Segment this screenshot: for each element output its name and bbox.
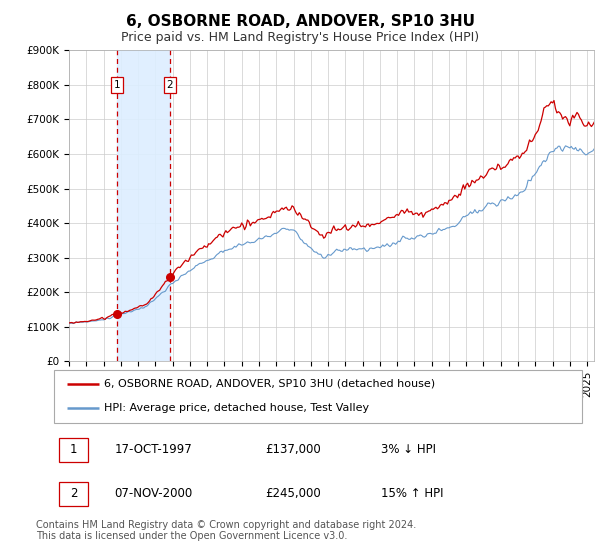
- Text: 6, OSBORNE ROAD, ANDOVER, SP10 3HU: 6, OSBORNE ROAD, ANDOVER, SP10 3HU: [125, 14, 475, 29]
- Text: £245,000: £245,000: [265, 487, 321, 500]
- Text: Price paid vs. HM Land Registry's House Price Index (HPI): Price paid vs. HM Land Registry's House …: [121, 31, 479, 44]
- Text: £137,000: £137,000: [265, 444, 321, 456]
- Bar: [59, 482, 88, 506]
- Text: 6, OSBORNE ROAD, ANDOVER, SP10 3HU (detached house): 6, OSBORNE ROAD, ANDOVER, SP10 3HU (deta…: [104, 379, 435, 389]
- Text: 15% ↑ HPI: 15% ↑ HPI: [382, 487, 444, 500]
- Text: 2: 2: [70, 487, 77, 500]
- Text: 17-OCT-1997: 17-OCT-1997: [115, 444, 193, 456]
- Text: 1: 1: [114, 80, 121, 90]
- Text: 3% ↓ HPI: 3% ↓ HPI: [382, 444, 436, 456]
- Bar: [59, 438, 88, 462]
- Text: HPI: Average price, detached house, Test Valley: HPI: Average price, detached house, Test…: [104, 403, 369, 413]
- Text: 07-NOV-2000: 07-NOV-2000: [115, 487, 193, 500]
- Text: Contains HM Land Registry data © Crown copyright and database right 2024.
This d: Contains HM Land Registry data © Crown c…: [36, 520, 416, 542]
- Text: 1: 1: [70, 444, 77, 456]
- Bar: [117, 50, 170, 361]
- Text: 2: 2: [167, 80, 173, 90]
